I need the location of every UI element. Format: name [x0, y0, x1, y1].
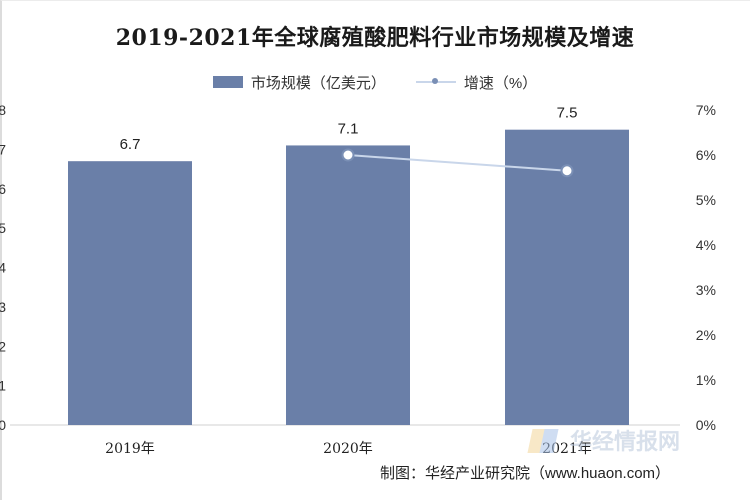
y-left-tick-label: 3: [0, 299, 6, 315]
x-tick-label: 2019年: [105, 441, 155, 457]
chart-title: 2019-2021年全球腐殖酸肥料行业市场规模及增速: [115, 25, 635, 51]
watermark: 华经情报网: [527, 420, 740, 460]
legend-swatch-line: [415, 76, 456, 88]
legend-item-bar: 市场规模（亿美元）: [212, 72, 386, 93]
growth-point: [560, 164, 574, 178]
y-right-tick-label: 7%: [696, 102, 716, 118]
bar: [68, 161, 192, 425]
y-left-tick-label: 5: [0, 220, 6, 236]
y-left-tick-label: 2: [0, 338, 6, 354]
source-note: 制图：华经产业研究院（www.huaon.com）: [380, 465, 671, 482]
y-right-tick-label: 6%: [696, 147, 716, 163]
y-left-tick-label: 7: [0, 141, 6, 157]
y-left-tick-label: 1: [0, 378, 6, 394]
legend-swatch-bar: [212, 76, 243, 88]
bar-value-label: 6.7: [120, 136, 141, 153]
legend: 市场规模（亿美元） 增速（%）: [0, 70, 750, 94]
bar-value-label: 7.1: [338, 120, 359, 137]
legend-item-line: 增速（%）: [415, 72, 538, 93]
y-left-tick-label: 4: [0, 260, 6, 276]
legend-label-bar: 市场规模（亿美元）: [250, 74, 386, 92]
legend-label-line: 增速（%）: [463, 74, 538, 92]
y-right-tick-label: 3%: [696, 282, 716, 298]
y-right-tick-label: 5%: [696, 192, 716, 208]
watermark-logo: [527, 423, 564, 457]
y-left-tick-label: 6: [0, 181, 6, 197]
bar: [505, 129, 629, 425]
y-right-tick-label: 0%: [696, 417, 716, 433]
bar: [286, 145, 410, 425]
x-tick-label: 2020年: [323, 441, 373, 457]
bar-value-label: 7.5: [557, 105, 578, 122]
watermark-text: 华经情报网: [570, 430, 681, 455]
y-left-tick-label: 8: [0, 102, 6, 118]
y-right-tick-label: 2%: [696, 327, 716, 343]
growth-line: [347, 154, 568, 172]
y-right-tick-label: 1%: [696, 372, 716, 388]
y-right-tick-label: 4%: [696, 237, 716, 253]
y-left-tick-label: 0: [0, 417, 6, 433]
growth-point: [341, 148, 355, 162]
